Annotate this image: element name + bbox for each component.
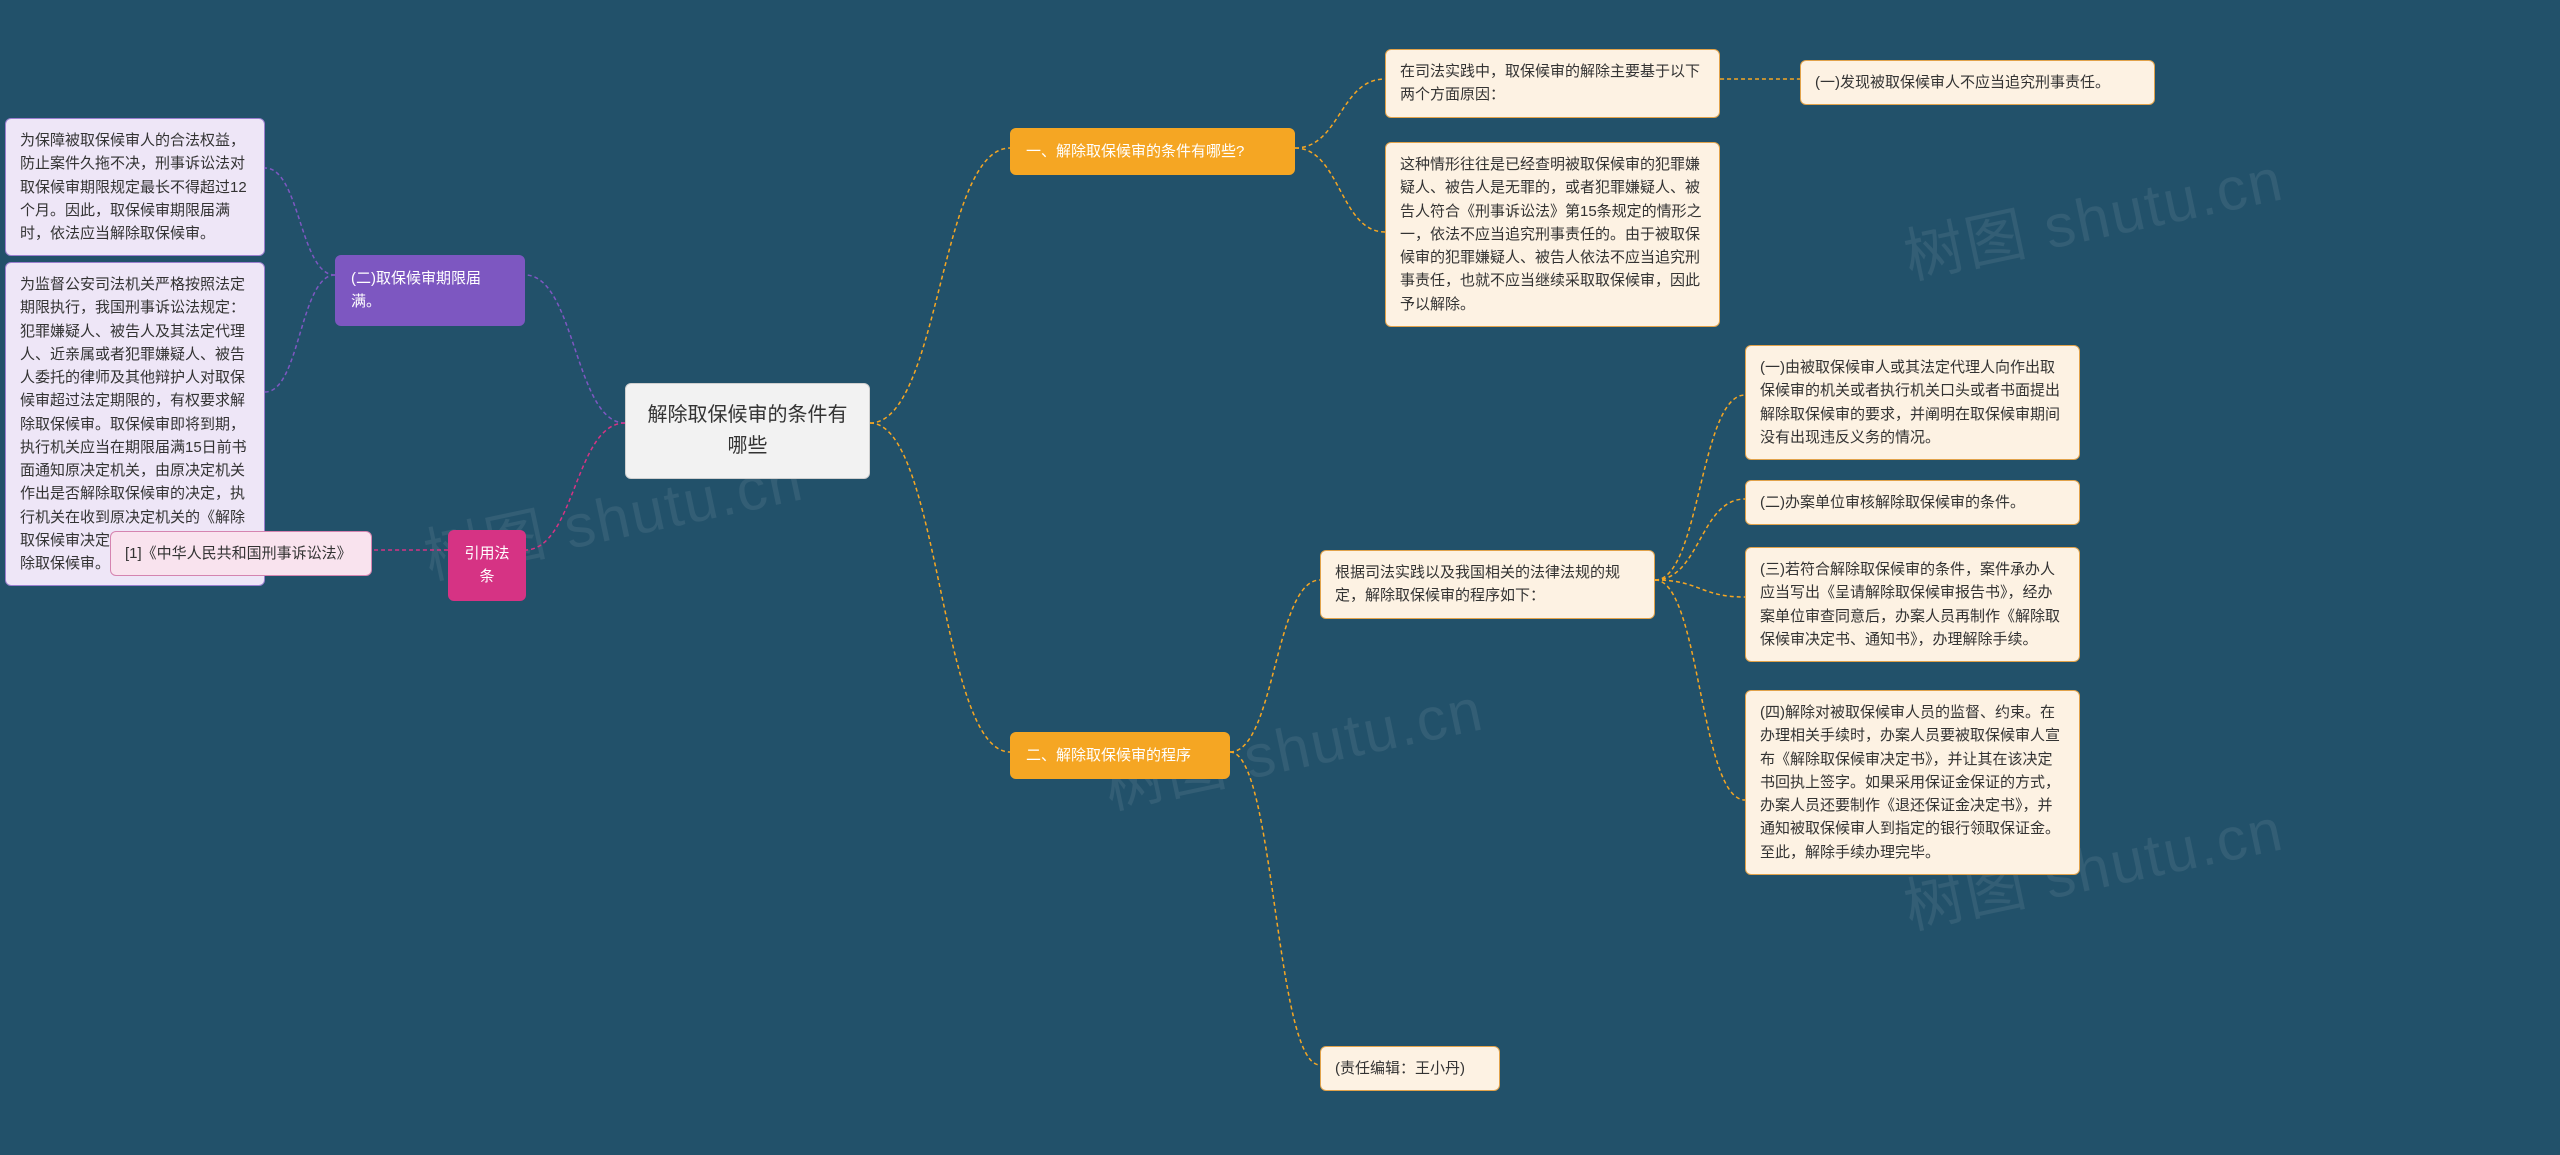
section2-p4: (四)解除对被取保候审人员的监督、约束。在办理相关手续时，办案人员要被取保候审人… [1745,690,2080,875]
section1-item-b: 这种情形往往是已经查明被取保候审的犯罪嫌疑人、被告人是无罪的，或者犯罪嫌疑人、被… [1385,142,1720,327]
section-left-a: 为保障被取保候审人的合法权益，防止案件久拖不决，刑事诉讼法对取保候审期限规定最长… [5,118,265,256]
section-left-title: (二)取保候审期限届满。 [335,255,525,326]
section1-item-a: 在司法实践中，取保候审的解除主要基于以下两个方面原因： [1385,49,1720,118]
section2-title: 二、解除取保候审的程序 [1010,732,1230,779]
section2-p2: (二)办案单位审核解除取保候审的条件。 [1745,480,2080,525]
section2-p3: (三)若符合解除取保候审的条件，案件承办人应当写出《呈请解除取保候审报告书》，经… [1745,547,2080,662]
watermark: 树图 shutu.cn [1895,131,2290,296]
section-law-title: 引用法条 [448,530,526,601]
section2-intro: 根据司法实践以及我国相关的法律法规的规定，解除取保候审的程序如下： [1320,550,1655,619]
section-law-ref1: [1]《中华人民共和国刑事诉讼法》 [110,531,372,576]
section2-editor: (责任编辑：王小丹) [1320,1046,1500,1091]
section1-item-a1: (一)发现被取保候审人不应当追究刑事责任。 [1800,60,2155,105]
section1-title: 一、解除取保候审的条件有哪些? [1010,128,1295,175]
root-node: 解除取保候审的条件有哪些 [625,383,870,479]
section2-p1: (一)由被取保候审人或其法定代理人向作出取保候审的机关或者执行机关口头或者书面提… [1745,345,2080,460]
